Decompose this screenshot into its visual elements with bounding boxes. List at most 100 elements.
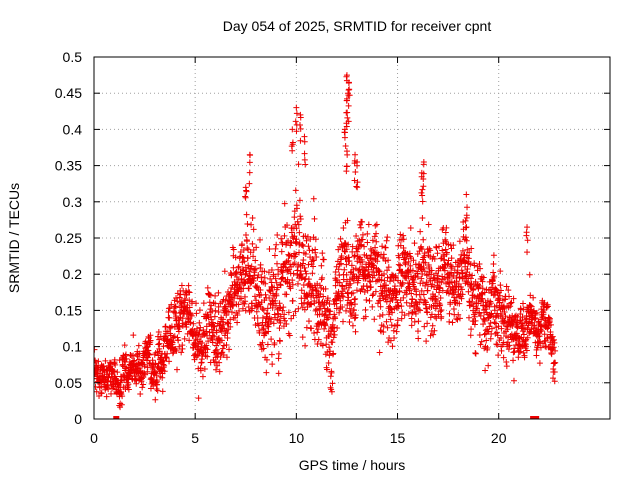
data-point: [263, 356, 270, 363]
data-point: [178, 282, 185, 289]
data-point: [414, 328, 421, 335]
data-point: [193, 310, 200, 317]
data-point: [185, 288, 192, 295]
data-point: [272, 302, 279, 309]
data-point: [280, 304, 287, 311]
data-point: [384, 234, 391, 241]
data-point: [318, 276, 325, 283]
data-point: [281, 232, 288, 239]
data-point: [188, 312, 195, 319]
data-point: [181, 335, 188, 342]
data-point: [514, 319, 521, 326]
data-point: [488, 310, 495, 317]
data-point: [350, 289, 357, 296]
data-point: [419, 198, 426, 205]
data-point: [379, 243, 386, 250]
data-point: [497, 282, 504, 289]
data-point: [249, 240, 256, 247]
data-point: [358, 242, 365, 249]
peak-point: [524, 249, 531, 256]
data-point: [338, 260, 345, 267]
data-point: [319, 342, 326, 349]
data-point: [495, 352, 502, 359]
data-point: [228, 285, 235, 291]
data-point: [366, 297, 373, 304]
data-point: [387, 337, 394, 344]
data-point: [261, 268, 268, 275]
data-point: [340, 224, 347, 231]
data-point: [449, 319, 456, 326]
data-point: [547, 321, 554, 328]
data-point: [376, 313, 383, 320]
data-point: [154, 387, 161, 394]
x-tick-label: 15: [390, 430, 406, 446]
x-tick-label: 10: [289, 430, 305, 446]
data-point: [465, 314, 472, 321]
peak-point: [463, 212, 470, 219]
data-point: [517, 310, 524, 317]
peak-point: [293, 128, 300, 135]
data-point: [428, 271, 435, 278]
data-point: [273, 241, 280, 248]
data-point: [431, 274, 438, 281]
data-point: [285, 251, 292, 258]
data-point: [438, 306, 445, 313]
data-point: [145, 351, 152, 358]
data-point: [205, 338, 212, 345]
data-point: [314, 280, 321, 287]
data-point: [201, 331, 208, 338]
data-point: [204, 284, 211, 291]
data-point: [463, 224, 470, 231]
data-point: [313, 287, 320, 294]
data-point: [266, 295, 273, 302]
data-point: [477, 265, 484, 272]
data-point: [289, 277, 296, 284]
data-point: [412, 310, 419, 317]
data-point: [234, 311, 241, 318]
data-point: [310, 257, 317, 264]
data-point: [383, 298, 390, 305]
data-point: [98, 390, 105, 397]
data-point: [337, 235, 344, 242]
data-point: [514, 323, 521, 330]
data-point: [291, 233, 298, 240]
data-point: [190, 320, 197, 327]
data-point: [339, 304, 346, 311]
data-point: [244, 221, 251, 228]
data-point: [203, 342, 210, 349]
data-point: [216, 359, 223, 366]
data-point: [179, 345, 186, 352]
data-point: [324, 295, 331, 302]
data-point: [146, 351, 153, 358]
data-point: [213, 346, 220, 353]
data-point: [339, 292, 346, 299]
data-point: [169, 339, 176, 346]
data-point: [409, 296, 416, 303]
data-point: [542, 317, 549, 324]
data-point: [271, 252, 278, 259]
data-point: [361, 288, 368, 295]
data-point: [350, 307, 357, 314]
data-point: [479, 285, 486, 292]
data-point: [550, 375, 557, 382]
data-point: [320, 293, 327, 300]
data-point: [130, 358, 137, 365]
data-point: [351, 315, 358, 322]
peak-point: [296, 122, 303, 129]
data-point: [294, 280, 301, 287]
data-point: [325, 314, 332, 321]
data-point: [132, 373, 139, 380]
data-point: [437, 308, 444, 315]
data-point: [386, 278, 393, 285]
data-point: [436, 243, 443, 250]
data-point: [345, 294, 352, 301]
data-point: [420, 236, 427, 243]
data-point: [220, 321, 227, 328]
data-point: [346, 318, 353, 325]
data-point: [352, 265, 359, 272]
data-point: [373, 221, 380, 228]
data-point: [442, 246, 449, 253]
data-point: [328, 388, 335, 395]
peak-point: [462, 217, 469, 224]
data-point: [552, 347, 559, 354]
